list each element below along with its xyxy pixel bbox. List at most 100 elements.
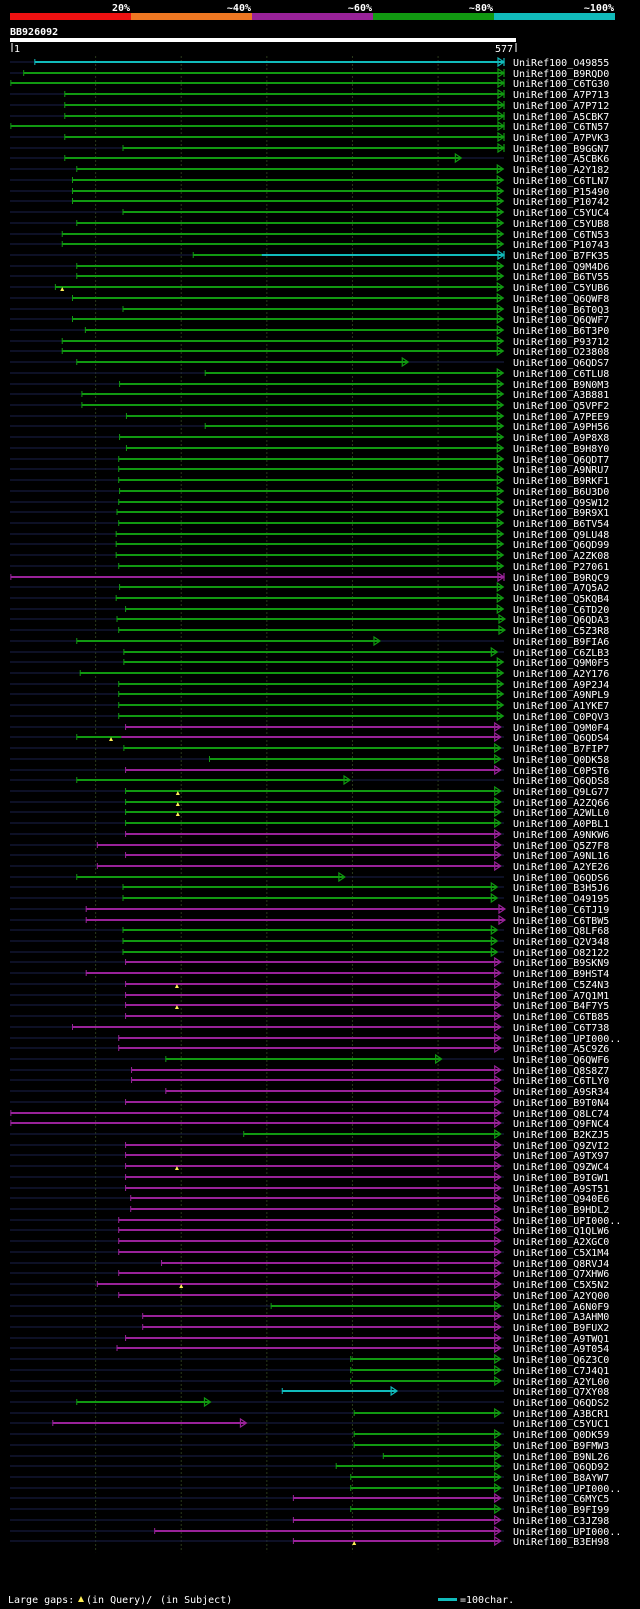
- hit-label[interactable]: UniRef100_C6MYC5: [513, 1494, 609, 1505]
- hit-label[interactable]: UniRef100_P27061: [513, 562, 609, 573]
- hit-row[interactable]: UniRef100_B6TV54: [10, 517, 609, 530]
- hit-label[interactable]: UniRef100_Q8LF68: [513, 926, 609, 937]
- hit-label[interactable]: UniRef100_Q7XY08: [513, 1387, 609, 1398]
- hit-label[interactable]: UniRef100_A3AHM0: [513, 1312, 609, 1323]
- hit-label[interactable]: UniRef100_C7J4Q1: [513, 1366, 609, 1377]
- hit-row[interactable]: UniRef100_A9PH56: [10, 420, 609, 433]
- hit-row[interactable]: UniRef100_C6TN53: [10, 228, 609, 241]
- hit-label[interactable]: UniRef100_B6TV54: [513, 519, 609, 530]
- hit-label[interactable]: UniRef100_P93712: [513, 337, 609, 348]
- hit-row[interactable]: UniRef100_C0PQV3: [10, 710, 609, 723]
- hit-label[interactable]: UniRef100_B9SKN9: [513, 958, 609, 969]
- hit-row[interactable]: UniRef100_Q5Z7F8: [10, 839, 609, 852]
- hit-row[interactable]: UniRef100_C6MYC5: [10, 1492, 609, 1505]
- hit-label[interactable]: UniRef100_B7FIP7: [513, 744, 609, 755]
- hit-label[interactable]: UniRef100_Q0DK58: [513, 755, 609, 766]
- hit-row[interactable]: UniRef100_Q7XY08: [10, 1385, 609, 1398]
- hit-label[interactable]: UniRef100_B3H5J6: [513, 883, 609, 894]
- hit-row[interactable]: UniRef100_Q0DK59: [10, 1428, 609, 1441]
- hit-label[interactable]: UniRef100_B9T0N4: [513, 1098, 609, 1109]
- hit-row[interactable]: UniRef100_B9FI99: [10, 1503, 609, 1516]
- hit-label[interactable]: UniRef100_A9NRU7: [513, 465, 609, 476]
- hit-label[interactable]: UniRef100_Q6QDS4: [513, 733, 609, 744]
- hit-label[interactable]: UniRef100_A2XGC0: [513, 1237, 609, 1248]
- hit-label[interactable]: UniRef100_UPI000..: [513, 1216, 621, 1227]
- hit-row[interactable]: UniRef100_B9HDL2: [10, 1203, 609, 1216]
- hit-row[interactable]: UniRef100_C5X1M4: [10, 1246, 609, 1259]
- hit-label[interactable]: UniRef100_B9GGN7: [513, 144, 609, 155]
- hit-row[interactable]: UniRef100_Q8LC74: [10, 1107, 609, 1120]
- hit-row[interactable]: UniRef100_Q6QWF8: [10, 292, 609, 305]
- hit-label[interactable]: UniRef100_C5YUC4: [513, 208, 609, 219]
- hit-row[interactable]: UniRef100_B6U3D0: [10, 485, 609, 498]
- hit-row[interactable]: UniRef100_P27061: [10, 560, 609, 573]
- hit-label[interactable]: UniRef100_C6TJ19: [513, 905, 609, 916]
- hit-label[interactable]: UniRef100_A5CBK6: [513, 154, 609, 165]
- hit-label[interactable]: UniRef100_Q6QD99: [513, 540, 609, 551]
- hit-row[interactable]: UniRef100_Q6QDS8: [10, 774, 609, 787]
- hit-label[interactable]: UniRef100_A7Q5A2: [513, 583, 609, 594]
- hit-label[interactable]: UniRef100_C0PQV3: [513, 712, 609, 723]
- hit-label[interactable]: UniRef100_Q6QDS7: [513, 358, 609, 369]
- hit-label[interactable]: UniRef100_Q6QWF7: [513, 315, 609, 326]
- hit-row[interactable]: UniRef100_A7P713: [10, 88, 609, 101]
- hit-label[interactable]: UniRef100_Q8S8Z7: [513, 1066, 609, 1077]
- hit-label[interactable]: UniRef100_A9ST51: [513, 1184, 609, 1195]
- hit-row[interactable]: UniRef100_A7Q1M1: [10, 989, 609, 1002]
- hit-label[interactable]: UniRef100_C6TB85: [513, 1012, 609, 1023]
- hit-row[interactable]: UniRef100_B9IGW1: [10, 1171, 609, 1184]
- hit-label[interactable]: UniRef100_O49195: [513, 894, 609, 905]
- hit-label[interactable]: UniRef100_Q6Z3C0: [513, 1355, 609, 1366]
- hit-row[interactable]: UniRef100_C5YUB8: [10, 217, 609, 230]
- hit-row[interactable]: UniRef100_A3BCR1: [10, 1407, 609, 1420]
- hit-label[interactable]: UniRef100_B9RQD0: [513, 69, 609, 80]
- hit-row[interactable]: UniRef100_Q6QD99: [10, 538, 609, 551]
- hit-row[interactable]: UniRef100_Q9LG77: [10, 785, 609, 798]
- hit-row[interactable]: UniRef100_Q6QDS2: [10, 1396, 609, 1409]
- hit-row[interactable]: UniRef100_Q940E6: [10, 1192, 609, 1205]
- hit-label[interactable]: UniRef100_C3JZ98: [513, 1516, 609, 1527]
- hit-row[interactable]: UniRef100_A3AHM0: [10, 1310, 609, 1323]
- hit-label[interactable]: UniRef100_C5YUC1: [513, 1419, 609, 1430]
- hit-row[interactable]: UniRef100_A9NKW6: [10, 828, 609, 841]
- hit-label[interactable]: UniRef100_Q9M0F5: [513, 658, 609, 669]
- hit-row[interactable]: UniRef100_P15490: [10, 185, 609, 198]
- hit-row[interactable]: UniRef100_C7J4Q1: [10, 1364, 609, 1377]
- hit-row[interactable]: UniRef100_Q8S8Z7: [10, 1064, 609, 1077]
- hit-label[interactable]: UniRef100_A7Q1M1: [513, 991, 609, 1002]
- hit-label[interactable]: UniRef100_B6T3P0: [513, 326, 609, 337]
- hit-label[interactable]: UniRef100_A6N0F9: [513, 1302, 609, 1313]
- hit-row[interactable]: UniRef100_B9NL26: [10, 1450, 609, 1463]
- hit-row[interactable]: UniRef100_Q6QDS6: [10, 871, 609, 884]
- hit-row[interactable]: UniRef100_C5Z3R8: [10, 624, 609, 637]
- hit-row[interactable]: UniRef100_A7PEE9: [10, 410, 609, 423]
- hit-row[interactable]: UniRef100_B6TV55: [10, 270, 609, 283]
- hit-row[interactable]: UniRef100_Q0DK58: [10, 753, 609, 766]
- hit-row[interactable]: UniRef100_C5Z4N3: [10, 978, 609, 991]
- hit-row[interactable]: UniRef100_C6TN57: [10, 120, 609, 133]
- hit-label[interactable]: UniRef100_A9P2J4: [513, 680, 609, 691]
- hit-label[interactable]: UniRef100_B6U3D0: [513, 487, 609, 498]
- hit-label[interactable]: UniRef100_A9SR34: [513, 1087, 609, 1098]
- hit-label[interactable]: UniRef100_A2YL00: [513, 1377, 609, 1388]
- hit-row[interactable]: UniRef100_A9TX97: [10, 1149, 609, 1162]
- hit-label[interactable]: UniRef100_Q8RVJ4: [513, 1259, 609, 1270]
- hit-row[interactable]: UniRef100_B9FMW3: [10, 1439, 609, 1452]
- hit-row[interactable]: UniRef100_B3EH98: [10, 1535, 609, 1548]
- hit-label[interactable]: UniRef100_P15490: [513, 187, 609, 198]
- hit-label[interactable]: UniRef100_A2Y182: [513, 165, 609, 176]
- hit-row[interactable]: UniRef100_A3B881: [10, 388, 609, 401]
- hit-label[interactable]: UniRef100_C6TG30: [513, 79, 609, 90]
- hit-label[interactable]: UniRef100_A9PH56: [513, 422, 609, 433]
- hit-label[interactable]: UniRef100_C6TLN7: [513, 176, 609, 187]
- hit-row[interactable]: UniRef100_B9RKF1: [10, 474, 609, 487]
- hit-row[interactable]: UniRef100_B3H5J6: [10, 881, 609, 894]
- hit-label[interactable]: UniRef100_UPI000..: [513, 1484, 621, 1495]
- hit-label[interactable]: UniRef100_B7FK35: [513, 251, 609, 262]
- hit-row[interactable]: UniRef100_B8AYW7: [10, 1471, 609, 1484]
- hit-label[interactable]: UniRef100_B9FIA6: [513, 637, 609, 648]
- hit-row[interactable]: UniRef100_C6ZLB3: [10, 646, 609, 659]
- hit-row[interactable]: UniRef100_A9SR34: [10, 1085, 609, 1098]
- hit-row[interactable]: UniRef100_C6TJ19: [10, 903, 609, 916]
- hit-row[interactable]: UniRef100_P10742: [10, 195, 609, 208]
